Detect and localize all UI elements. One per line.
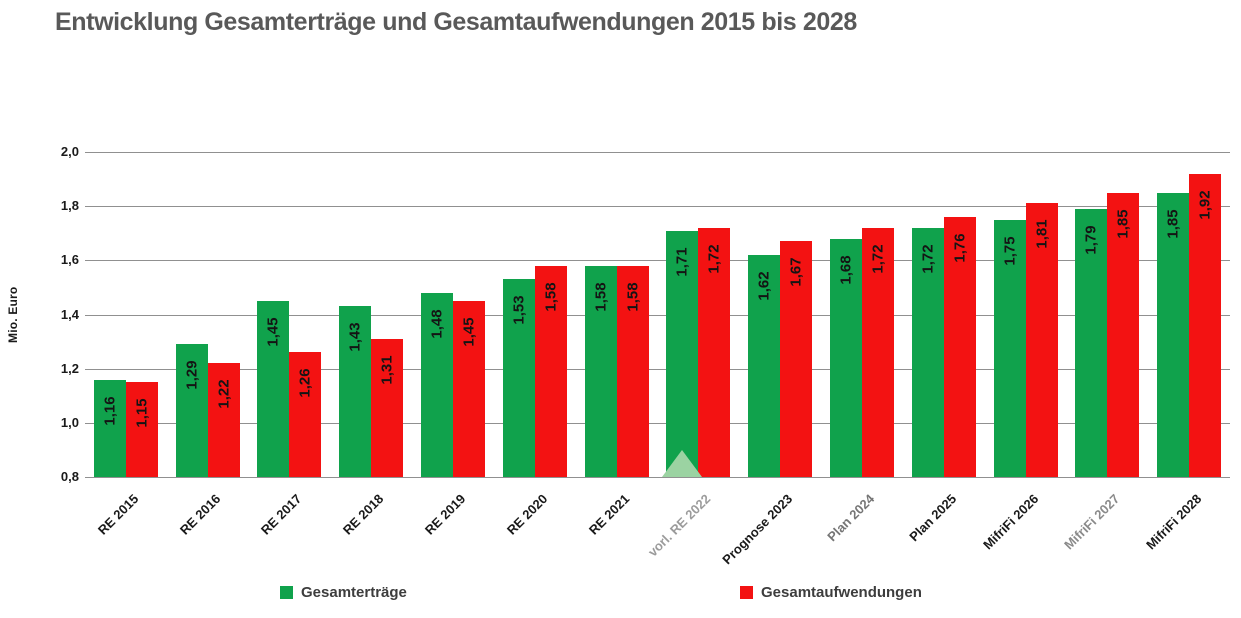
legend-label-gesamtaufwendungen: Gesamtaufwendungen xyxy=(761,584,922,601)
bar-value-label: 1,29 xyxy=(183,360,201,390)
bar-gesamtaufwendungen: 1,22 xyxy=(207,363,240,477)
gridline xyxy=(85,477,1230,478)
y-tick-label: 2,0 xyxy=(60,144,79,159)
y-axis-title: Mio. Euro xyxy=(6,286,20,343)
bar-value-label: 1,16 xyxy=(101,395,119,426)
bar-value-label: 1,58 xyxy=(592,282,610,312)
bar-value-label: 1,79 xyxy=(1082,225,1100,255)
legend-swatch-green-icon xyxy=(280,586,293,599)
bar-value-label: 1,72 xyxy=(705,244,723,274)
legend-item-gesamtertraege: Gesamterträge xyxy=(280,584,407,601)
bar-gesamtaufwendungen: 1,58 xyxy=(534,265,567,477)
bar-value-label: 1,43 xyxy=(346,322,364,352)
bar-value-label: 1,26 xyxy=(296,368,314,399)
bar-gesamtaufwendungen: 1,26 xyxy=(289,352,322,477)
bar-value-label: 1,62 xyxy=(755,271,773,301)
bar-value-label: 1,48 xyxy=(428,309,446,339)
bar-gesamtertraege: 1,79 xyxy=(1075,208,1108,477)
bar-gesamtertraege: 1,72 xyxy=(911,227,944,477)
bar-value-label: 1,92 xyxy=(1196,190,1214,220)
bar-value-label: 1,22 xyxy=(215,379,233,409)
bar-value-label: 1,45 xyxy=(460,317,478,347)
y-tick-label: 1,0 xyxy=(60,414,79,430)
gridline xyxy=(85,206,1230,208)
gridline xyxy=(85,422,1230,424)
bar-gesamtaufwendungen: 1,58 xyxy=(616,265,649,477)
bar-gesamtaufwendungen: 1,76 xyxy=(943,217,976,477)
bar-gesamtertraege: 1,43 xyxy=(339,306,372,477)
bar-gesamtertraege: 1,68 xyxy=(829,238,862,477)
bar-value-label: 1,85 xyxy=(1164,209,1182,239)
y-tick-label: 1,2 xyxy=(60,360,79,376)
bar-value-label: 1,45 xyxy=(264,317,282,347)
chart-title: Entwicklung Gesamterträge und Gesamtaufw… xyxy=(55,8,857,36)
bar-value-label: 1,72 xyxy=(919,244,937,274)
bar-value-label: 1,72 xyxy=(869,244,887,274)
legend-item-gesamtaufwendungen: Gesamtaufwendungen xyxy=(740,584,922,601)
legend-label-gesamtertraege: Gesamterträge xyxy=(301,584,407,601)
bar-value-label: 1,53 xyxy=(510,295,528,325)
bar-value-label: 1,58 xyxy=(624,282,642,312)
bar-value-label: 1,58 xyxy=(542,282,560,312)
gridline xyxy=(85,314,1230,316)
y-tick-label: 1,4 xyxy=(60,306,79,322)
y-tick-label: 0,8 xyxy=(60,469,79,484)
bar-gesamtaufwendungen: 1,72 xyxy=(698,227,731,477)
bar-gesamtaufwendungen: 1,45 xyxy=(453,300,486,477)
legend-swatch-red-icon xyxy=(740,586,753,599)
bar-gesamtaufwendungen: 1,31 xyxy=(371,338,404,477)
bar-gesamtertraege: 1,48 xyxy=(421,292,454,477)
gridline xyxy=(85,260,1230,262)
bar-gesamtaufwendungen: 1,15 xyxy=(125,382,158,477)
bar-gesamtertraege: 1,29 xyxy=(175,344,208,477)
bar-gesamtaufwendungen: 1,92 xyxy=(1189,173,1222,477)
bar-gesamtertraege: 1,71 xyxy=(666,230,699,477)
bar-gesamtertraege: 1,45 xyxy=(257,300,290,477)
bar-gesamtertraege: 1,16 xyxy=(93,379,126,477)
bar-gesamtaufwendungen: 1,85 xyxy=(1107,192,1140,477)
bar-value-label: 1,68 xyxy=(837,255,855,285)
bar-gesamtertraege: 1,85 xyxy=(1157,192,1190,477)
bar-gesamtaufwendungen: 1,81 xyxy=(1025,203,1058,477)
bar-gesamtertraege: 1,75 xyxy=(993,219,1026,477)
bar-gesamtertraege: 1,58 xyxy=(584,265,617,477)
bar-value-label: 1,75 xyxy=(1001,236,1019,266)
bar-gesamtaufwendungen: 1,67 xyxy=(780,241,813,477)
watermark-triangle-icon xyxy=(662,450,703,477)
bar-gesamtertraege: 1,53 xyxy=(502,279,535,477)
gridline xyxy=(85,368,1230,370)
bar-value-label: 1,71 xyxy=(673,246,691,277)
bar-value-label: 1,67 xyxy=(787,257,805,287)
bar-value-label: 1,15 xyxy=(133,398,151,428)
gridline xyxy=(85,152,1230,153)
bar-gesamtertraege: 1,62 xyxy=(748,254,781,477)
bar-value-label: 1,85 xyxy=(1114,209,1132,239)
bar-value-label: 1,76 xyxy=(951,233,969,263)
bar-value-label: 1,31 xyxy=(378,355,396,385)
y-tick-label: 1,8 xyxy=(60,198,79,214)
bar-value-label: 1,81 xyxy=(1033,219,1051,250)
plot-area: 1,16 1,29 1,45 1,43 1,48 1,53 1,58 1,71 1,62 1,68… xyxy=(85,152,1230,478)
y-tick-label: 1,6 xyxy=(60,252,79,268)
bar-gesamtaufwendungen: 1,72 xyxy=(861,227,894,477)
